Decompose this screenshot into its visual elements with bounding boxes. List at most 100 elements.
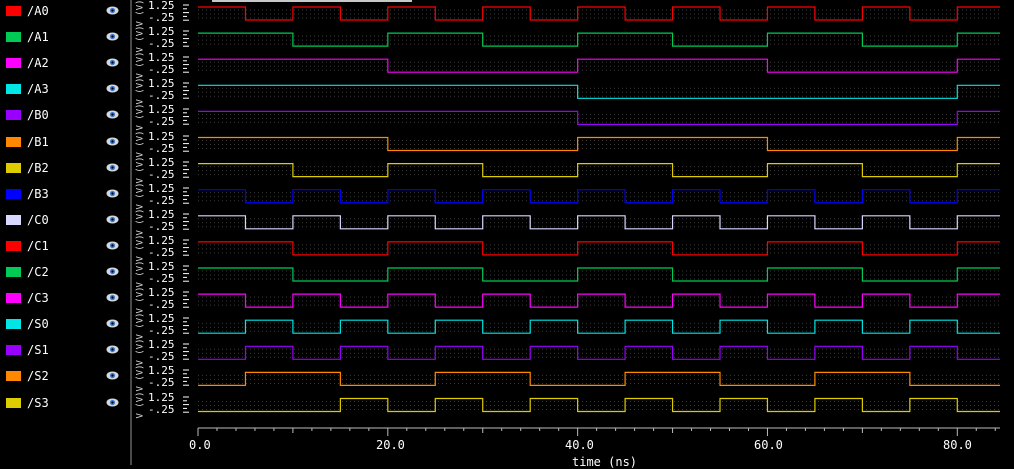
- y-unit-label: V (V): [135, 260, 146, 288]
- signal-name: /C3: [27, 291, 49, 306]
- signal-row[interactable]: /A1: [0, 26, 130, 52]
- waveform-trace[interactable]: [198, 189, 1000, 204]
- waveform-trace[interactable]: [198, 84, 1000, 99]
- signal-name: /S1: [27, 343, 49, 358]
- signal-name: /B0: [27, 108, 49, 123]
- signal-color-swatch[interactable]: [6, 6, 21, 16]
- y-min-label: -.25: [148, 376, 175, 390]
- y-unit-label: V (V): [135, 0, 146, 27]
- eye-icon[interactable]: [106, 240, 119, 251]
- eye-icon[interactable]: [106, 162, 119, 173]
- y-min-label: -.25: [148, 11, 175, 24]
- signal-color-swatch[interactable]: [6, 32, 21, 43]
- waveform-trace[interactable]: [198, 293, 1000, 308]
- eye-icon[interactable]: [106, 109, 119, 120]
- signal-row[interactable]: /S1: [0, 339, 130, 365]
- y-min-label: -.25: [148, 245, 175, 259]
- eye-icon[interactable]: [106, 5, 119, 16]
- eye-icon[interactable]: [106, 266, 119, 277]
- eye-icon[interactable]: [106, 318, 119, 329]
- signal-row[interactable]: /A3: [0, 78, 130, 104]
- signal-row[interactable]: /S2: [0, 365, 130, 391]
- signal-name: /C1: [27, 238, 49, 253]
- y-scale-ticks: [183, 265, 189, 282]
- y-unit-label: V (V): [135, 338, 146, 366]
- y-max-label: 1.25: [148, 51, 175, 65]
- waveform-trace[interactable]: [198, 163, 1000, 178]
- waveform-trace[interactable]: [198, 397, 1000, 413]
- y-unit-label: V (V): [135, 77, 146, 105]
- y-max-label: 1.25: [148, 338, 175, 352]
- y-min-label: -.25: [148, 89, 175, 103]
- signal-row[interactable]: /S3: [0, 392, 130, 418]
- signal-row[interactable]: /B3: [0, 183, 130, 209]
- signal-color-swatch[interactable]: [6, 136, 21, 147]
- signal-color-swatch[interactable]: [6, 188, 21, 199]
- signal-row[interactable]: /B2: [0, 157, 130, 183]
- eye-icon[interactable]: [106, 370, 119, 381]
- signal-color-swatch[interactable]: [6, 58, 21, 69]
- signal-row[interactable]: /S0: [0, 313, 130, 339]
- signal-color-swatch[interactable]: [6, 267, 21, 277]
- signal-row[interactable]: /C3: [0, 287, 130, 313]
- y-max-label: 1.25: [148, 25, 175, 39]
- signal-color-swatch[interactable]: [6, 345, 21, 356]
- signal-row[interactable]: /C0: [0, 209, 130, 235]
- y-unit-label: V (V): [135, 390, 146, 419]
- signal-name: /S3: [27, 395, 49, 410]
- y-min-label: -.25: [148, 324, 175, 338]
- eye-icon[interactable]: [106, 214, 119, 225]
- eye-icon[interactable]: [106, 136, 119, 147]
- eye-icon[interactable]: [106, 344, 119, 355]
- signal-color-swatch[interactable]: [6, 319, 21, 330]
- signal-color-swatch[interactable]: [6, 240, 21, 251]
- signal-color-swatch[interactable]: [6, 162, 21, 173]
- y-min-label: -.25: [148, 193, 175, 207]
- waveform-trace[interactable]: [198, 6, 1000, 21]
- signal-row[interactable]: /B1: [0, 131, 130, 157]
- eye-icon[interactable]: [106, 292, 119, 303]
- y-min-label: -.25: [148, 115, 175, 129]
- signal-color-swatch[interactable]: [6, 110, 21, 121]
- signal-color-swatch[interactable]: [6, 397, 21, 408]
- y-scale-ticks: [183, 56, 189, 73]
- waveform-trace[interactable]: [198, 215, 1000, 230]
- signal-color-swatch[interactable]: [6, 371, 21, 382]
- signal-row[interactable]: /B0: [0, 104, 130, 130]
- eye-icon[interactable]: [106, 188, 119, 199]
- y-max-label: 1.25: [148, 77, 175, 91]
- y-scale-ticks: [183, 317, 189, 334]
- panel-separator[interactable]: [130, 0, 132, 465]
- eye-icon[interactable]: [106, 397, 119, 408]
- signal-name: /A2: [27, 56, 49, 71]
- eye-icon[interactable]: [106, 31, 119, 42]
- signal-color-swatch[interactable]: [6, 84, 21, 95]
- y-scale-ticks: [183, 239, 189, 256]
- signal-row[interactable]: /A2: [0, 52, 130, 78]
- signal-color-swatch[interactable]: [6, 214, 21, 225]
- signal-name: /B1: [27, 134, 49, 149]
- signal-color-swatch[interactable]: [6, 293, 21, 304]
- signal-list: /A0/A1/A2/A3/B0/B1/B2/B3/C0/C1/C2/C3/S0 /…: [0, 0, 130, 465]
- waveform-trace[interactable]: [198, 110, 1000, 126]
- y-unit-label: V (V): [135, 156, 146, 184]
- signal-row[interactable]: /A0: [0, 0, 130, 26]
- signal-row[interactable]: /C1: [0, 235, 130, 261]
- signal-name: /B3: [27, 186, 49, 201]
- eye-icon[interactable]: [106, 57, 119, 68]
- signal-row[interactable]: /C2: [0, 261, 130, 287]
- waveform-trace[interactable]: [198, 241, 1000, 256]
- eye-icon[interactable]: [106, 83, 119, 94]
- waveform-trace[interactable]: [198, 267, 1000, 282]
- waveform-trace[interactable]: [198, 136, 1000, 152]
- y-min-label: -.25: [148, 37, 175, 51]
- y-min-label: -.25: [148, 141, 175, 155]
- waveform-trace[interactable]: [198, 319, 1000, 334]
- waveform-trace[interactable]: [198, 58, 1000, 73]
- waveform-trace[interactable]: [198, 345, 1000, 360]
- scroll-indicator[interactable]: [212, 0, 412, 2]
- waveform-trace[interactable]: [198, 371, 1000, 386]
- y-scale-ticks: [183, 187, 189, 204]
- waveform-trace[interactable]: [198, 32, 1000, 47]
